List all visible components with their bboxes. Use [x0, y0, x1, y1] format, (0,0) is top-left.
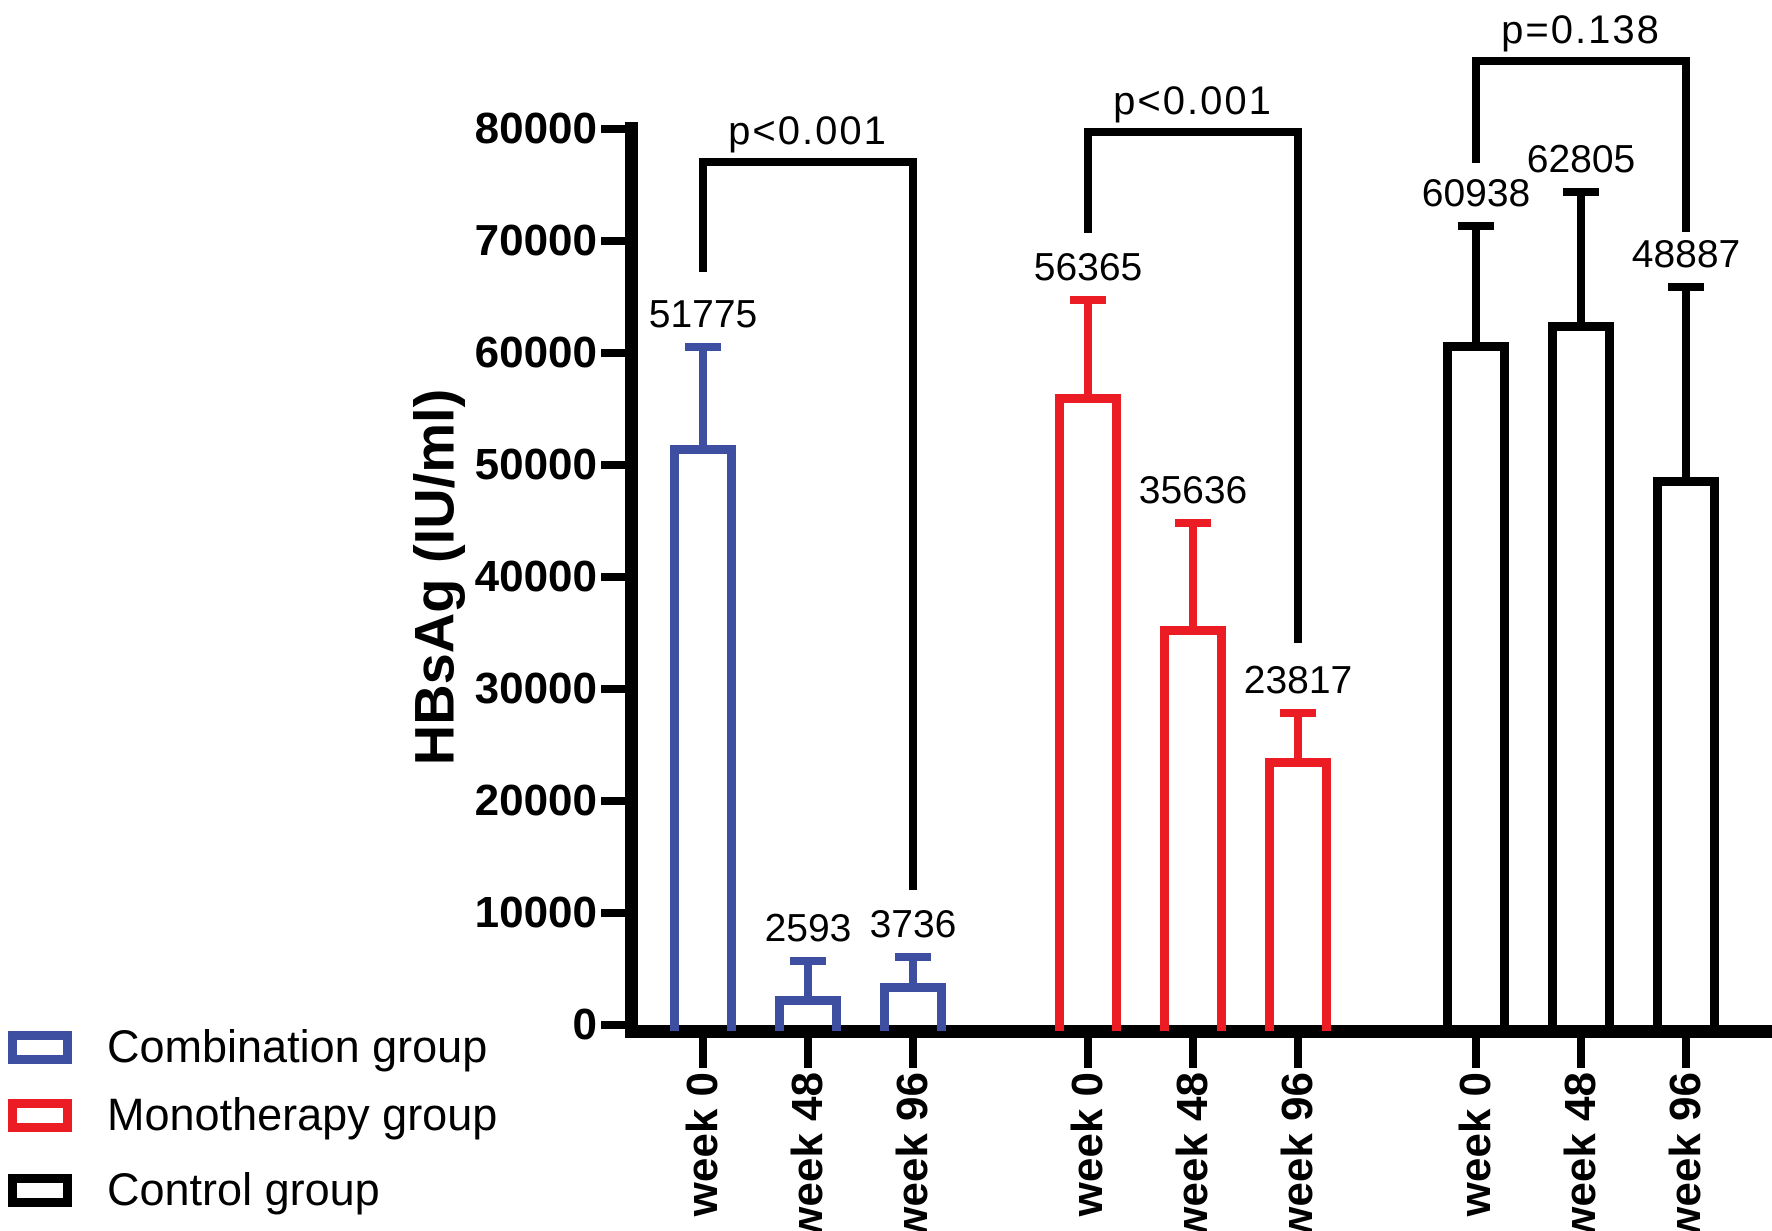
- error-bar-cap: [790, 957, 826, 966]
- error-bar-cap: [1563, 187, 1599, 196]
- x-tick-label: week 96: [1661, 1072, 1710, 1231]
- y-tick-label: 0: [572, 1000, 597, 1049]
- x-tick-label: week 0: [1451, 1072, 1500, 1217]
- x-axis-line: [625, 1025, 1772, 1038]
- error-bar-stem: [1084, 300, 1092, 396]
- bar: [1055, 393, 1121, 1031]
- bar: [1265, 758, 1331, 1031]
- y-tick-label: 40000: [474, 552, 597, 601]
- significance-bracket-left-arm: [699, 158, 707, 272]
- error-bar-stem: [909, 956, 917, 986]
- y-tick-label: 60000: [474, 328, 597, 377]
- y-tick-label: 80000: [474, 104, 597, 153]
- y-tick: [601, 461, 625, 469]
- x-tick-label: week 0: [1063, 1072, 1112, 1217]
- error-bar-cap: [1280, 708, 1316, 717]
- bar-value-label: 23817: [1243, 658, 1353, 702]
- error-bar-stem: [1682, 286, 1690, 480]
- legend-label: Combination group: [107, 1021, 488, 1072]
- significance-bracket-right-arm: [1682, 57, 1690, 232]
- y-tick-label: 30000: [474, 664, 597, 713]
- error-bar-stem: [1472, 226, 1480, 345]
- error-bar-cap: [1458, 222, 1494, 231]
- bar: [670, 445, 736, 1031]
- y-tick: [601, 349, 625, 357]
- x-tick-label: week 48: [1556, 1072, 1605, 1231]
- y-tick: [601, 125, 625, 133]
- bar: [1653, 477, 1719, 1031]
- bar-value-label: 60938: [1421, 172, 1531, 216]
- x-tick: [1189, 1038, 1197, 1068]
- y-tick-label: 70000: [474, 216, 597, 265]
- significance-bracket-right-arm: [1294, 128, 1302, 643]
- x-tick: [1577, 1038, 1585, 1068]
- legend-label: Control group: [107, 1164, 380, 1215]
- bar-value-label: 3736: [869, 902, 957, 946]
- error-bar-stem: [699, 347, 707, 448]
- p-value-label: p=0.138: [1501, 8, 1661, 52]
- y-tick: [601, 909, 625, 917]
- y-tick: [601, 573, 625, 581]
- x-tick-label: week 96: [888, 1072, 937, 1231]
- significance-bracket-top: [699, 158, 917, 166]
- significance-bracket-top: [1084, 128, 1302, 136]
- error-bar-stem: [1189, 523, 1197, 628]
- y-tick-label: 20000: [474, 776, 597, 825]
- bar-value-label: 51775: [648, 293, 758, 337]
- bar: [1548, 321, 1614, 1031]
- legend-label: Monotherapy group: [107, 1089, 498, 1140]
- bar-value-label: 62805: [1526, 137, 1636, 181]
- legend-swatch: [8, 1030, 72, 1064]
- x-tick-label: week 48: [1168, 1072, 1217, 1231]
- significance-bracket-right-arm: [909, 158, 917, 890]
- y-tick: [601, 797, 625, 805]
- x-tick: [909, 1038, 917, 1068]
- legend-swatch: [8, 1173, 72, 1207]
- x-tick: [804, 1038, 812, 1068]
- bar-value-label: 2593: [764, 907, 852, 951]
- x-tick: [1084, 1038, 1092, 1068]
- legend-swatch: [8, 1098, 72, 1132]
- x-tick: [1682, 1038, 1690, 1068]
- error-bar-stem: [1294, 712, 1302, 761]
- p-value-label: p<0.001: [1113, 79, 1273, 123]
- p-value-label: p<0.001: [728, 109, 888, 153]
- y-tick-label: 10000: [474, 888, 597, 937]
- error-bar-cap: [895, 952, 931, 961]
- y-tick-label: 50000: [474, 440, 597, 489]
- error-bar-stem: [804, 961, 812, 998]
- significance-bracket-top: [1472, 57, 1690, 65]
- significance-bracket-left-arm: [1472, 57, 1480, 163]
- x-tick: [1294, 1038, 1302, 1068]
- bar-value-label: 56365: [1033, 246, 1143, 290]
- error-bar-cap: [1175, 519, 1211, 528]
- y-tick: [601, 1021, 625, 1029]
- error-bar-cap: [685, 343, 721, 352]
- x-tick: [699, 1038, 707, 1068]
- x-tick-label: week 48: [783, 1072, 832, 1231]
- x-tick-label: week 0: [678, 1072, 727, 1217]
- significance-bracket-left-arm: [1084, 128, 1092, 233]
- y-axis-line: [625, 122, 638, 1038]
- error-bar-cap: [1070, 296, 1106, 305]
- x-tick: [1472, 1038, 1480, 1068]
- y-tick: [601, 685, 625, 693]
- y-tick: [601, 237, 625, 245]
- bar: [775, 995, 841, 1031]
- bar: [880, 983, 946, 1031]
- x-tick-label: week 96: [1273, 1072, 1322, 1231]
- bar-value-label: 48887: [1631, 232, 1741, 276]
- bar: [1160, 625, 1226, 1031]
- bar: [1443, 342, 1509, 1031]
- error-bar-cap: [1668, 282, 1704, 291]
- error-bar-stem: [1577, 191, 1585, 324]
- bar-value-label: 35636: [1138, 469, 1248, 513]
